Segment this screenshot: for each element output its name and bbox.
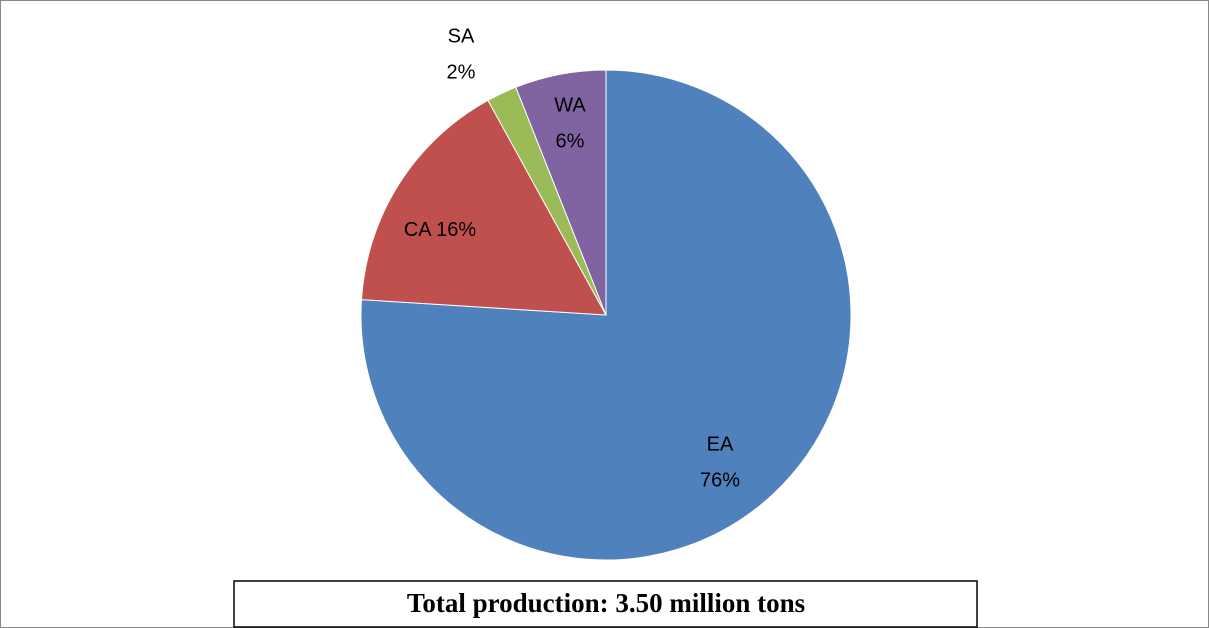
annotation-box: [233, 580, 978, 628]
slice-percent: 16%: [436, 219, 476, 241]
slice-name: WA: [554, 94, 586, 116]
pie-slice: [360, 69, 852, 561]
slice-name: SA: [448, 25, 475, 47]
slice-percent: 76%: [700, 469, 740, 491]
pie-slice: [515, 69, 607, 316]
annotation: Total production: 3.50 million tons: [407, 588, 805, 618]
slice-label: CA 16%: [404, 219, 476, 241]
slice-percent: 2%: [447, 61, 476, 83]
pie-slice: [360, 99, 607, 316]
pie: [360, 69, 852, 561]
slice-name: EA: [707, 433, 734, 455]
slice-percent: 6%: [556, 130, 585, 152]
slice-name: CA: [404, 219, 432, 241]
